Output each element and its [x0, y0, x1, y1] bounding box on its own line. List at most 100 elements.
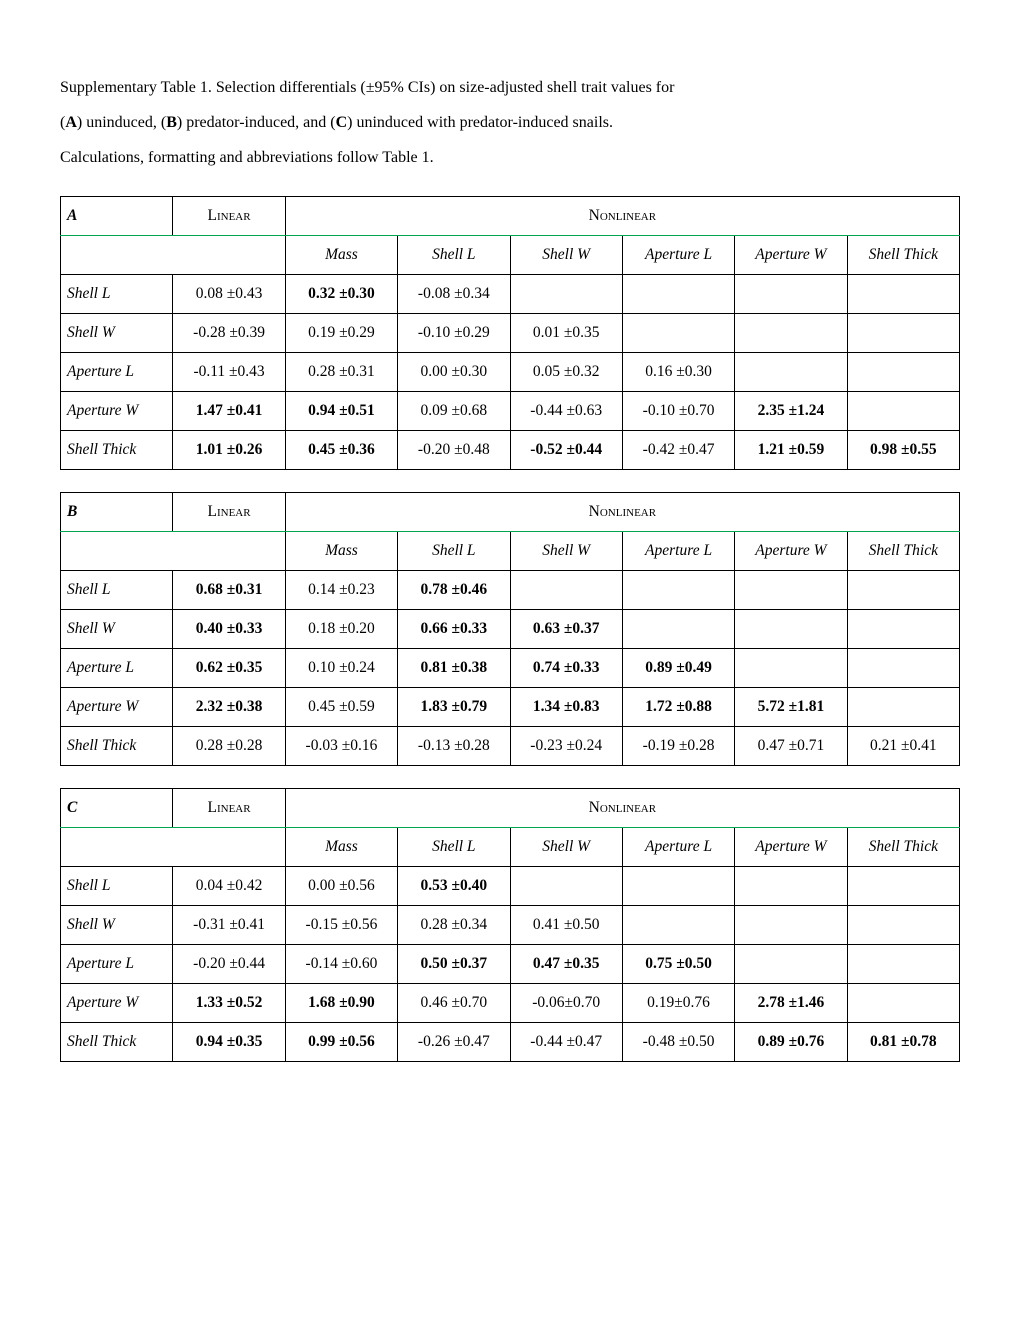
linear-header: Linear [173, 196, 285, 235]
nonlinear-header: Nonlinear [285, 788, 959, 827]
row-label: Aperture W [61, 983, 173, 1022]
nonlinear-value [622, 313, 734, 352]
table-row: Shell W-0.31 ±0.41-0.15 ±0.560.28 ±0.340… [61, 905, 960, 944]
nonlinear-value [847, 944, 959, 983]
linear-value: -0.28 ±0.39 [173, 313, 285, 352]
nonlinear-value [510, 274, 622, 313]
data-table-C: CLinearNonlinearMassShell LShell WApertu… [60, 788, 960, 1062]
nonlinear-value: 0.99 ±0.56 [285, 1022, 397, 1061]
nonlinear-value: 0.81 ±0.78 [847, 1022, 959, 1061]
row-label: Shell W [61, 609, 173, 648]
column-header: Shell L [398, 235, 510, 274]
nonlinear-value: -0.44 ±0.63 [510, 391, 622, 430]
nonlinear-value: -0.10 ±0.70 [622, 391, 734, 430]
nonlinear-value: 0.89 ±0.49 [622, 648, 734, 687]
linear-value: 0.28 ±0.28 [173, 726, 285, 765]
nonlinear-value [847, 274, 959, 313]
table-row: Aperture W2.32 ±0.380.45 ±0.591.83 ±0.79… [61, 687, 960, 726]
nonlinear-value: 0.98 ±0.55 [847, 430, 959, 469]
nonlinear-value: -0.26 ±0.47 [398, 1022, 510, 1061]
nonlinear-value: 0.10 ±0.24 [285, 648, 397, 687]
nonlinear-value: -0.23 ±0.24 [510, 726, 622, 765]
linear-value: -0.11 ±0.43 [173, 352, 285, 391]
nonlinear-value [847, 866, 959, 905]
nonlinear-value [847, 352, 959, 391]
nonlinear-value [622, 274, 734, 313]
nonlinear-value: 1.83 ±0.79 [398, 687, 510, 726]
nonlinear-value: 0.19±0.76 [622, 983, 734, 1022]
linear-value: 2.32 ±0.38 [173, 687, 285, 726]
nonlinear-value: 0.16 ±0.30 [622, 352, 734, 391]
nonlinear-value: 0.19 ±0.29 [285, 313, 397, 352]
table-row: Aperture W1.33 ±0.521.68 ±0.900.46 ±0.70… [61, 983, 960, 1022]
nonlinear-value: 5.72 ±1.81 [735, 687, 847, 726]
nonlinear-value: 0.75 ±0.50 [622, 944, 734, 983]
nonlinear-value: -0.48 ±0.50 [622, 1022, 734, 1061]
caption-line2c: ) predator-induced, and ( [177, 114, 336, 131]
table-row: Aperture L-0.20 ±0.44-0.14 ±0.600.50 ±0.… [61, 944, 960, 983]
blank-header [61, 235, 286, 274]
nonlinear-value: -0.14 ±0.60 [285, 944, 397, 983]
linear-header: Linear [173, 788, 285, 827]
nonlinear-value [622, 905, 734, 944]
column-header: Shell L [398, 531, 510, 570]
nonlinear-header: Nonlinear [285, 196, 959, 235]
nonlinear-value: 0.94 ±0.51 [285, 391, 397, 430]
caption-line1: Supplementary Table 1. Selection differe… [60, 79, 674, 96]
column-header: Aperture L [622, 827, 734, 866]
linear-header: Linear [173, 492, 285, 531]
linear-value: 0.68 ±0.31 [173, 570, 285, 609]
nonlinear-value [735, 313, 847, 352]
nonlinear-value: 0.28 ±0.34 [398, 905, 510, 944]
nonlinear-value: 1.21 ±0.59 [735, 430, 847, 469]
nonlinear-value [847, 609, 959, 648]
column-header: Mass [285, 827, 397, 866]
row-label: Aperture L [61, 352, 173, 391]
nonlinear-value [735, 905, 847, 944]
nonlinear-value [847, 905, 959, 944]
column-header: Shell W [510, 531, 622, 570]
row-label: Aperture L [61, 648, 173, 687]
table-row: Shell Thick0.28 ±0.28-0.03 ±0.16-0.13 ±0… [61, 726, 960, 765]
nonlinear-value: -0.06±0.70 [510, 983, 622, 1022]
table-row: Aperture W1.47 ±0.410.94 ±0.510.09 ±0.68… [61, 391, 960, 430]
linear-value: 1.47 ±0.41 [173, 391, 285, 430]
linear-value: 1.01 ±0.26 [173, 430, 285, 469]
nonlinear-value [622, 866, 734, 905]
table-row: Shell Thick1.01 ±0.260.45 ±0.36-0.20 ±0.… [61, 430, 960, 469]
column-header: Shell Thick [847, 235, 959, 274]
panel-id: C [61, 788, 173, 827]
nonlinear-value [735, 609, 847, 648]
caption-line2b: ) uninduced, ( [77, 114, 166, 131]
nonlinear-value: -0.13 ±0.28 [398, 726, 510, 765]
nonlinear-value: -0.03 ±0.16 [285, 726, 397, 765]
row-label: Shell L [61, 866, 173, 905]
row-label: Aperture W [61, 391, 173, 430]
nonlinear-value [847, 687, 959, 726]
row-label: Shell Thick [61, 430, 173, 469]
linear-value: 0.62 ±0.35 [173, 648, 285, 687]
nonlinear-value [735, 648, 847, 687]
nonlinear-value: 0.78 ±0.46 [398, 570, 510, 609]
nonlinear-value: -0.20 ±0.48 [398, 430, 510, 469]
row-label: Shell Thick [61, 1022, 173, 1061]
nonlinear-value: 0.63 ±0.37 [510, 609, 622, 648]
nonlinear-value: -0.42 ±0.47 [622, 430, 734, 469]
data-table-A: ALinearNonlinearMassShell LShell WApertu… [60, 196, 960, 470]
nonlinear-value: 0.50 ±0.37 [398, 944, 510, 983]
nonlinear-value: 0.28 ±0.31 [285, 352, 397, 391]
nonlinear-value: 0.21 ±0.41 [847, 726, 959, 765]
caption-line2d: ) uninduced with predator-induced snails… [347, 114, 613, 131]
linear-value: 0.08 ±0.43 [173, 274, 285, 313]
nonlinear-value [510, 570, 622, 609]
linear-value: 1.33 ±0.52 [173, 983, 285, 1022]
data-table-B: BLinearNonlinearMassShell LShell WApertu… [60, 492, 960, 766]
table-row: Shell W0.40 ±0.330.18 ±0.200.66 ±0.330.6… [61, 609, 960, 648]
nonlinear-value [622, 609, 734, 648]
nonlinear-value [735, 570, 847, 609]
nonlinear-value: -0.19 ±0.28 [622, 726, 734, 765]
linear-value: 0.04 ±0.42 [173, 866, 285, 905]
caption-C: C [336, 114, 348, 131]
nonlinear-value: 2.35 ±1.24 [735, 391, 847, 430]
nonlinear-value: 0.89 ±0.76 [735, 1022, 847, 1061]
